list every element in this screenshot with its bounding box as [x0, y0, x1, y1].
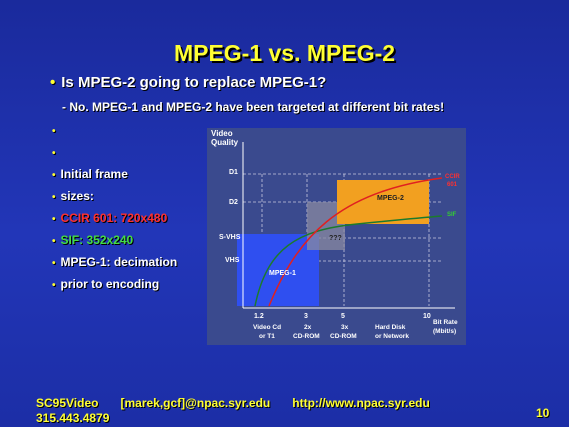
y-level-label: D2	[229, 199, 238, 206]
x-note-line: or T1	[259, 333, 275, 340]
bullet-dot-icon: •	[52, 280, 56, 291]
y-level-label: S-VHS	[219, 234, 241, 241]
list-item: • Initial frame	[52, 166, 177, 188]
x-axis-title-line2: (Mbit/s)	[433, 328, 456, 335]
sif-curve	[254, 215, 443, 307]
ccir-label-line1: CCIR	[445, 174, 460, 180]
ccir-label-line2: 601	[447, 182, 458, 188]
x-note-line: Hard Disk	[375, 324, 406, 331]
list-item-text: CCIR 601: 720x480	[60, 211, 168, 225]
bullet-dot-icon: •	[52, 214, 56, 225]
question-text: Is MPEG-2 going to replace MPEG-1?	[61, 74, 327, 91]
page-number: 10	[536, 406, 550, 420]
footer-id: SC95Video	[36, 396, 99, 410]
list-item: •	[52, 144, 177, 166]
list-item: •	[52, 122, 177, 144]
x-note-line: 2x	[304, 324, 312, 331]
mpeg1-label: MPEG-1	[269, 270, 296, 277]
sif-label: SIF	[447, 212, 457, 218]
x-note-line: 3x	[341, 324, 349, 331]
list-item-text: Initial frame	[60, 167, 128, 181]
footer-url[interactable]: http://www.npac.syr.edu	[292, 396, 430, 410]
bullet-dot-icon: •	[52, 192, 56, 203]
bullet-list: • • • Initial frame • sizes: • CCIR 601: 72…	[52, 122, 177, 298]
bullet-question: • Is MPEG-2 going to replace MPEG-1?	[50, 74, 326, 91]
footer: SC95Video [marek,gcf]@npac.syr.edu http://…	[36, 396, 430, 426]
list-item-text: MPEG-1: decimation	[60, 255, 178, 269]
y-level-label: D1	[229, 169, 238, 176]
x-note-line: Video Cd	[253, 324, 281, 331]
list-item: • MPEG-1: decimation	[52, 254, 177, 276]
y-axis-title-line2: Quality	[211, 138, 239, 147]
bullet-dot-icon: •	[52, 148, 56, 159]
x-axis-title-line1: Bit Rate	[433, 319, 458, 326]
list-item: • SIF: 352x240	[52, 232, 177, 254]
footer-phone: 315.443.4879	[36, 411, 110, 425]
x-tick-label: 10	[423, 313, 431, 320]
x-tick-label: 5	[341, 313, 345, 320]
y-level-label: VHS	[225, 257, 240, 264]
ccir601-curve	[268, 177, 443, 307]
x-tick-label: 3	[304, 313, 308, 320]
bullet-dot-icon: •	[52, 126, 56, 137]
bullet-answer: - No. MPEG-1 and MPEG-2 have been target…	[62, 100, 445, 114]
mpeg1-region	[237, 234, 319, 306]
quality-bitrate-diagram: Video Quality D1 D2 S-VHS VHS 1.2 3 5 10…	[207, 128, 466, 345]
list-item-text: sizes:	[60, 189, 94, 203]
x-note-line: CD-ROM	[330, 333, 357, 340]
list-item: • CCIR 601: 720x480	[52, 210, 177, 232]
mpeg2-label: MPEG-2	[377, 195, 404, 202]
bullet-dot-icon: •	[52, 170, 56, 181]
unknown-label: ???	[329, 235, 342, 242]
x-tick-label: 1.2	[254, 313, 264, 320]
slide-title: MPEG-1 vs. MPEG-2	[173, 40, 396, 66]
y-axis-title-line1: Video	[211, 129, 233, 138]
list-item-text: SIF: 352x240	[60, 233, 134, 247]
mpeg2-region	[337, 180, 429, 224]
x-note-line: or Network	[375, 333, 409, 340]
bullet-dot-icon: •	[50, 74, 56, 91]
bullet-dot-icon: •	[52, 236, 56, 247]
x-note-line: CD-ROM	[293, 333, 320, 340]
bullet-dot-icon: •	[52, 258, 56, 269]
footer-email: [marek,gcf]@npac.syr.edu	[120, 396, 271, 410]
list-item-text: prior to encoding	[60, 277, 160, 291]
list-item: • prior to encoding	[52, 276, 177, 298]
list-item: • sizes:	[52, 188, 177, 210]
